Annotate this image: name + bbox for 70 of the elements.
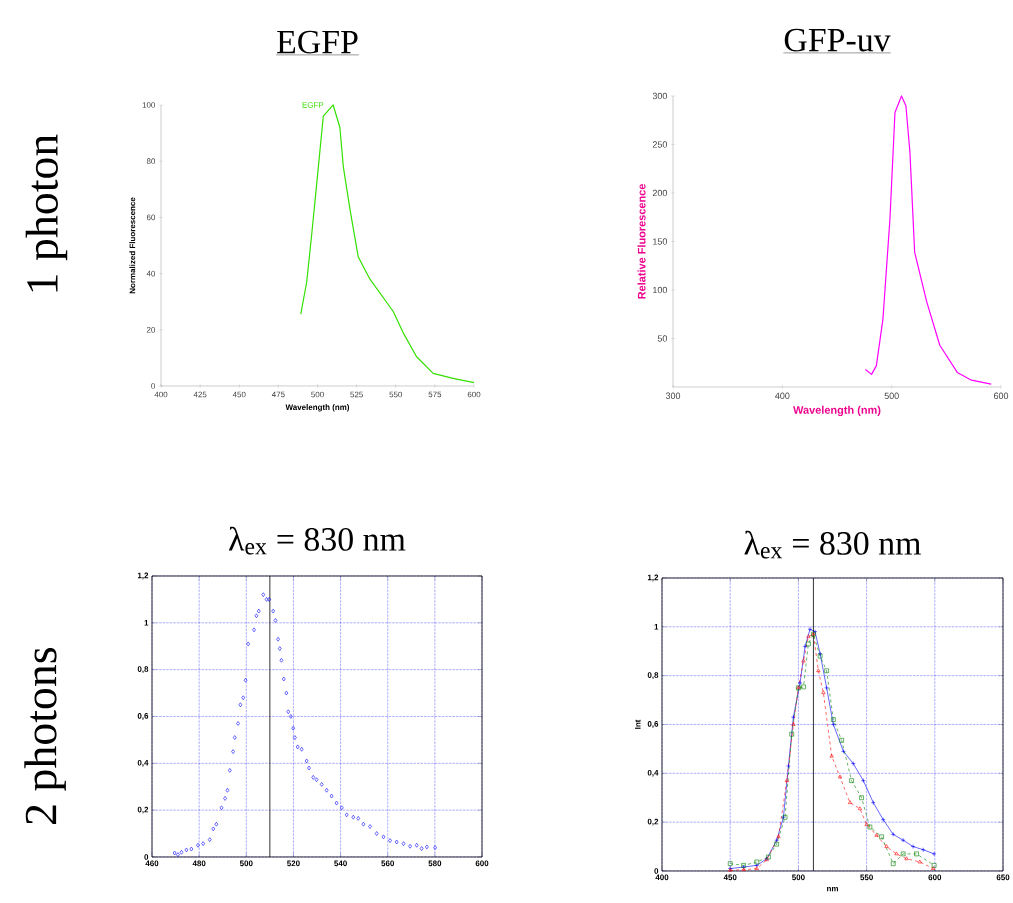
line-series: [864, 95, 992, 385]
y-tick-label: 100: [653, 286, 668, 294]
point: [727, 861, 733, 866]
point: [789, 731, 795, 737]
point: [864, 822, 869, 826]
y-tick-label: 150: [653, 238, 668, 245]
point: [824, 685, 829, 691]
point: [890, 861, 896, 866]
point: [791, 714, 796, 720]
chart-title: λ$_{ex}$ = 830 nm: [744, 530, 921, 559]
point: [839, 738, 844, 743]
y-axis-title: Relative Fluorescence: [637, 184, 646, 299]
point: [816, 668, 821, 673]
point: [807, 626, 813, 632]
point: [871, 800, 876, 805]
point: [859, 795, 864, 801]
point: [880, 817, 886, 822]
point: [850, 761, 856, 766]
point: [847, 800, 852, 804]
x-tick-label: 300: [665, 392, 681, 399]
point: [894, 851, 899, 856]
point: [910, 844, 916, 849]
point: [841, 749, 846, 754]
point: [900, 837, 906, 843]
point: [791, 722, 796, 726]
point: [801, 658, 806, 663]
point: [824, 668, 829, 674]
line-series: [300, 104, 475, 384]
x-axis-title: Wavelength (nm): [793, 405, 881, 417]
y-tick-label: 50: [657, 335, 668, 342]
point: [802, 644, 808, 649]
x-tick-label: 400: [775, 392, 790, 399]
point: [920, 847, 926, 853]
chart-title: EGFP: [277, 30, 358, 54]
point: [849, 778, 854, 783]
point: [861, 778, 866, 783]
point: [874, 833, 879, 837]
point: [784, 778, 789, 782]
y-tick-label: 250: [652, 141, 668, 148]
point: [867, 824, 873, 830]
text: 1 photon: [25, 134, 68, 292]
point: [754, 859, 760, 865]
point: [914, 851, 919, 857]
point: [786, 763, 791, 769]
point: [774, 841, 779, 847]
point: [806, 634, 811, 638]
point: [831, 717, 836, 722]
point: [837, 774, 843, 779]
point: [806, 641, 811, 647]
x-tick-label: 600: [993, 392, 1009, 399]
text: 2 photons: [24, 648, 66, 824]
y-tick-label: 200: [652, 189, 668, 197]
point: [904, 856, 909, 861]
point: [917, 859, 922, 864]
point: [890, 832, 896, 837]
point: [776, 834, 781, 839]
point: [879, 834, 884, 840]
point: [821, 690, 826, 695]
y-tick-label: 300: [652, 92, 668, 100]
chart-title: GFP-uv: [784, 28, 891, 52]
point: [829, 753, 834, 758]
point: [900, 851, 906, 857]
chart-title: λ$_{ex}$ = 830 nm: [228, 526, 406, 555]
point: [797, 680, 803, 686]
point: [774, 837, 780, 843]
point: [884, 844, 889, 848]
point: [831, 722, 836, 727]
point: [801, 684, 806, 690]
point: [857, 806, 862, 811]
x-tick-label: 500: [884, 392, 899, 399]
